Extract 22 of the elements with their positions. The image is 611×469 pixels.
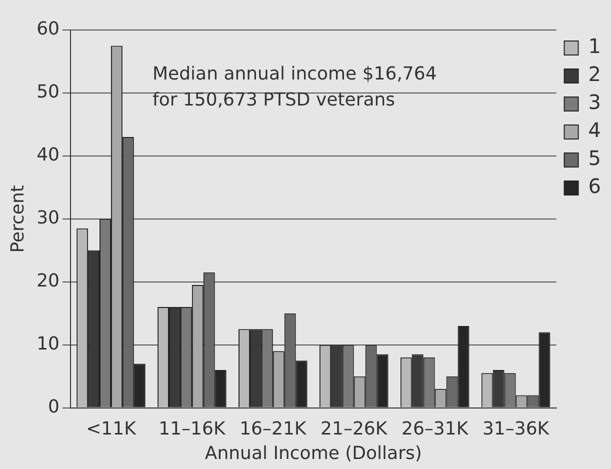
x-tick-label: 16–21K	[240, 418, 308, 440]
legend-label: 4	[588, 118, 602, 142]
y-tick-label: 10	[36, 334, 60, 355]
y-tick-label: 40	[36, 144, 60, 166]
legend-label: 5	[588, 146, 602, 170]
legend-label: 6	[588, 174, 602, 198]
x-tick-label: 11–16K	[158, 418, 226, 440]
y-tick-label: 20	[36, 270, 60, 292]
x-tick-label: <11K	[86, 418, 138, 440]
x-tick-label: 21–26K	[320, 418, 388, 440]
y-axis-title: Percent	[7, 185, 28, 253]
x-tick-label: 26–31K	[402, 418, 470, 440]
legend-label: 1	[588, 34, 602, 58]
annotation: Median annual income $16,764 for 150,673 PTSD veterans	[152, 64, 437, 111]
y-tick-label: 30	[36, 208, 60, 229]
x-axis-title: Annual Income (Dollars)	[204, 442, 422, 464]
y-tick-label: 0	[48, 396, 60, 418]
legend-label: 2	[588, 62, 602, 86]
x-tick-label: 31–36K	[482, 418, 550, 440]
y-tick-label: 50	[36, 82, 60, 103]
legend-label: 3	[588, 90, 602, 114]
y-tick-label: 60	[36, 18, 60, 40]
